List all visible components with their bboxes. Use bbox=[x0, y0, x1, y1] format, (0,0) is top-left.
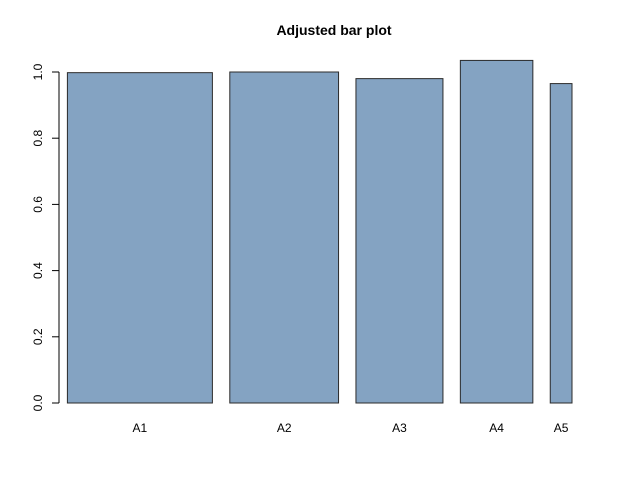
y-tick-label: 0.8 bbox=[31, 130, 45, 147]
y-tick-label: 0.6 bbox=[31, 196, 45, 213]
bar-a3 bbox=[355, 78, 444, 404]
y-tick-label: 0.2 bbox=[31, 328, 45, 345]
bar-a2 bbox=[229, 71, 340, 404]
bars-group bbox=[66, 59, 573, 404]
bar-a4 bbox=[459, 59, 534, 404]
bar-a5 bbox=[549, 83, 573, 404]
category-label-a1: A1 bbox=[133, 421, 148, 435]
y-axis: 0.0 0.2 0.4 0.6 0.8 1.0 bbox=[31, 63, 60, 411]
y-tick-label: 1.0 bbox=[31, 63, 45, 80]
y-tick-label: 0.0 bbox=[31, 394, 45, 411]
category-labels-group: A1 A2 A3 A4 A5 bbox=[133, 421, 569, 435]
category-label-a2: A2 bbox=[277, 421, 292, 435]
category-label-a3: A3 bbox=[392, 421, 407, 435]
category-label-a5: A5 bbox=[554, 421, 569, 435]
bar-a1 bbox=[66, 72, 213, 404]
chart-title: Adjusted bar plot bbox=[276, 22, 391, 38]
y-tick-label: 0.4 bbox=[31, 262, 45, 279]
category-label-a4: A4 bbox=[489, 421, 504, 435]
